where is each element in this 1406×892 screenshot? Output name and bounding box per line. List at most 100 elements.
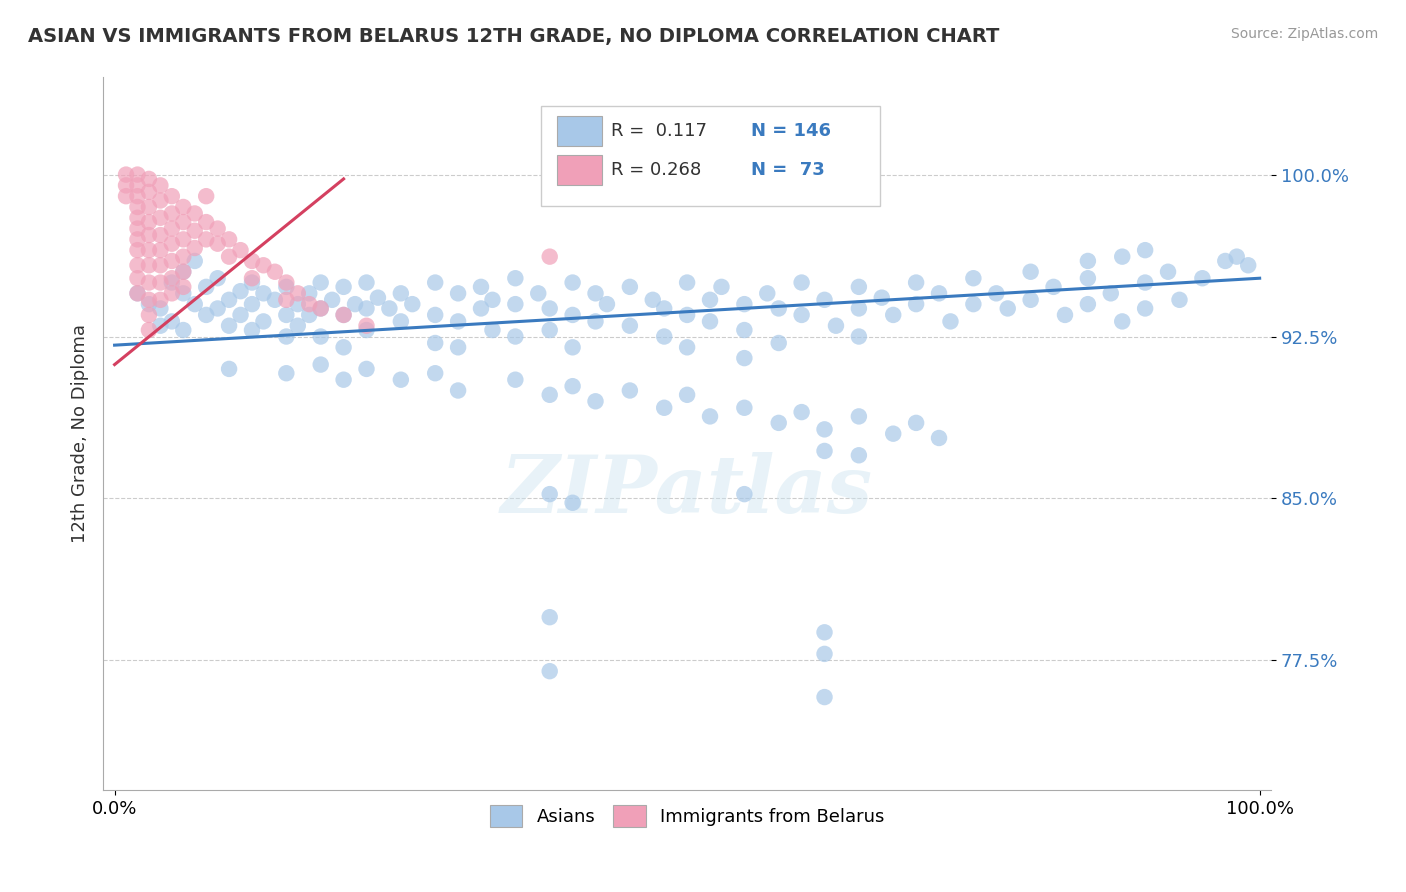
- Point: [287, 318, 309, 333]
- Point: [240, 271, 263, 285]
- Point: [538, 664, 561, 678]
- Point: [561, 308, 583, 322]
- Point: [389, 286, 412, 301]
- Point: [240, 297, 263, 311]
- Point: [207, 221, 229, 235]
- Point: [481, 323, 503, 337]
- Point: [733, 351, 755, 365]
- Point: [195, 280, 218, 294]
- Point: [218, 250, 240, 264]
- Point: [115, 189, 138, 203]
- Point: [641, 293, 664, 307]
- Point: [207, 271, 229, 285]
- Point: [447, 314, 470, 328]
- Point: [127, 211, 149, 225]
- FancyBboxPatch shape: [557, 155, 602, 185]
- Point: [939, 314, 962, 328]
- Point: [356, 301, 378, 316]
- Point: [676, 276, 699, 290]
- Point: [172, 232, 194, 246]
- Point: [1133, 301, 1156, 316]
- Point: [619, 318, 641, 333]
- Point: [127, 200, 149, 214]
- Point: [115, 168, 138, 182]
- Point: [160, 314, 183, 328]
- Point: [790, 276, 813, 290]
- Text: N =  73: N = 73: [751, 161, 825, 179]
- Legend: Asians, Immigrants from Belarus: Asians, Immigrants from Belarus: [482, 797, 891, 834]
- Point: [1111, 314, 1133, 328]
- Point: [356, 323, 378, 337]
- Point: [425, 336, 447, 351]
- Point: [538, 323, 561, 337]
- Point: [149, 243, 172, 257]
- Point: [252, 286, 274, 301]
- Point: [184, 241, 207, 255]
- Text: R = 0.268: R = 0.268: [612, 161, 702, 179]
- Point: [401, 297, 423, 311]
- Point: [356, 318, 378, 333]
- Point: [813, 444, 835, 458]
- Point: [699, 314, 721, 328]
- Point: [699, 293, 721, 307]
- Point: [1133, 276, 1156, 290]
- Point: [356, 276, 378, 290]
- Point: [172, 215, 194, 229]
- Point: [344, 297, 367, 311]
- Point: [287, 286, 309, 301]
- Point: [389, 373, 412, 387]
- Point: [195, 215, 218, 229]
- Point: [470, 301, 492, 316]
- Point: [1077, 271, 1099, 285]
- Point: [1019, 265, 1042, 279]
- Point: [367, 291, 389, 305]
- Point: [298, 308, 321, 322]
- Point: [425, 366, 447, 380]
- Point: [447, 286, 470, 301]
- Point: [905, 276, 928, 290]
- Point: [470, 280, 492, 294]
- Point: [240, 254, 263, 268]
- Point: [195, 232, 218, 246]
- Point: [127, 258, 149, 272]
- Point: [252, 258, 274, 272]
- Point: [184, 254, 207, 268]
- Point: [298, 297, 321, 311]
- Point: [138, 276, 160, 290]
- Point: [1191, 271, 1213, 285]
- Point: [138, 323, 160, 337]
- Point: [138, 293, 160, 307]
- Point: [481, 293, 503, 307]
- Point: [138, 243, 160, 257]
- Point: [138, 297, 160, 311]
- Point: [447, 384, 470, 398]
- Point: [264, 293, 287, 307]
- Point: [813, 625, 835, 640]
- Point: [138, 228, 160, 243]
- Point: [848, 409, 870, 424]
- Point: [1133, 243, 1156, 257]
- Point: [1077, 297, 1099, 311]
- Point: [332, 308, 354, 322]
- Point: [276, 280, 298, 294]
- Point: [676, 340, 699, 354]
- Point: [538, 301, 561, 316]
- Point: [768, 336, 790, 351]
- Point: [813, 422, 835, 436]
- Point: [1168, 293, 1191, 307]
- Point: [928, 286, 950, 301]
- Point: [505, 271, 527, 285]
- Point: [276, 308, 298, 322]
- Point: [1019, 293, 1042, 307]
- Point: [997, 301, 1019, 316]
- Point: [768, 301, 790, 316]
- Point: [1077, 254, 1099, 268]
- FancyBboxPatch shape: [557, 116, 602, 145]
- Point: [149, 194, 172, 208]
- Point: [172, 286, 194, 301]
- Point: [115, 178, 138, 193]
- Point: [585, 286, 607, 301]
- Point: [276, 276, 298, 290]
- Point: [172, 250, 194, 264]
- Point: [652, 329, 675, 343]
